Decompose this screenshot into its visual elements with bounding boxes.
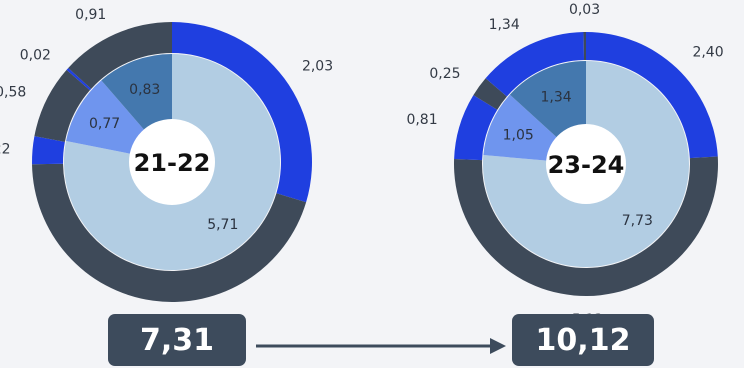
outer-label-23-24-4: 1,34 bbox=[489, 17, 520, 33]
inner-label-23-24-1: 1,05 bbox=[503, 127, 534, 143]
center-label-23-24: 23-24 bbox=[548, 151, 625, 179]
total-box-23-24: 10,12 bbox=[512, 314, 654, 366]
outer-label-23-24-3: 0,25 bbox=[429, 66, 460, 82]
outer-slice-23-24-2 bbox=[454, 95, 498, 161]
outer-label-21-22-4: 0,02 bbox=[20, 47, 51, 63]
outer-slice-21-22-0 bbox=[172, 22, 312, 203]
outer-label-21-22-0: 2,03 bbox=[302, 58, 333, 74]
outer-slice-21-22-1 bbox=[32, 163, 307, 303]
donut-23-24: 23-242,405,130,810,251,340,037,731,051,3… bbox=[406, 2, 723, 328]
inner-label-21-22-1: 0,77 bbox=[89, 116, 120, 132]
outer-slice-23-24-4 bbox=[485, 32, 585, 97]
inner-label-23-24-0: 7,73 bbox=[622, 213, 653, 229]
outer-label-23-24-2: 0,81 bbox=[406, 112, 437, 128]
inner-label-23-24-2: 1,34 bbox=[541, 89, 572, 105]
outer-label-23-24-0: 2,40 bbox=[692, 44, 723, 60]
arrow-head bbox=[490, 338, 506, 354]
outer-slice-23-24-1 bbox=[454, 156, 718, 296]
outer-label-21-22-5: 0,91 bbox=[75, 7, 106, 23]
outer-label-21-22-3: 0,58 bbox=[0, 84, 26, 100]
donut-21-22: 21-222,033,090,220,580,020,915,710,770,8… bbox=[0, 7, 333, 332]
outer-slice-21-22-4 bbox=[66, 68, 92, 91]
outer-slice-21-22-3 bbox=[34, 69, 90, 142]
donut-hole-23-24 bbox=[546, 124, 626, 204]
center-label-21-22: 21-22 bbox=[134, 149, 211, 177]
outer-slice-21-22-2 bbox=[31, 136, 65, 165]
outer-slice-23-24-0 bbox=[586, 32, 718, 159]
outer-slice-23-24-3 bbox=[473, 78, 507, 110]
inner-label-21-22-2: 0,83 bbox=[129, 82, 160, 98]
outer-slice-23-24-5 bbox=[583, 32, 586, 61]
outer-label-23-24-5: 0,03 bbox=[569, 2, 600, 18]
donut-hole-21-22 bbox=[129, 119, 215, 205]
inner-label-21-22-0: 5,71 bbox=[207, 217, 238, 233]
total-box-21-22: 7,31 bbox=[108, 314, 246, 366]
outer-slice-21-22-5 bbox=[68, 22, 172, 89]
outer-label-21-22-2: 0,22 bbox=[0, 141, 11, 157]
